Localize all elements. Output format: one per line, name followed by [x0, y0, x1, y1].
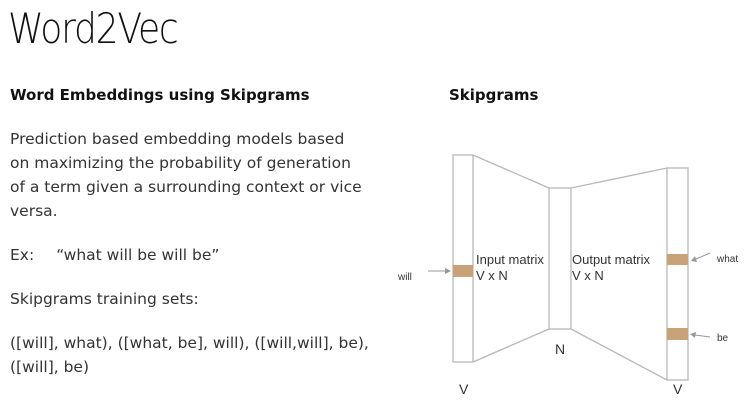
description-paragraph: Prediction based embedding models based …	[10, 127, 362, 223]
input-word-highlight	[453, 265, 473, 277]
output-arrow-head-2	[690, 332, 696, 338]
output-arrow-line-2	[694, 334, 711, 338]
output-word-label-2: be	[717, 333, 729, 344]
input-matrix-label: Input matrix V x N	[476, 252, 544, 284]
training-sets-line: ([will], what), ([what, be], will), ([wi…	[10, 334, 369, 352]
output-word-highlight-1	[667, 254, 688, 265]
training-sets-line: ([will], be)	[10, 358, 90, 376]
output-word-highlight-2	[667, 328, 688, 340]
hidden-layer	[548, 187, 572, 330]
hidden-layer-label: N	[555, 341, 566, 357]
example-text: “what will be will be”	[56, 246, 220, 264]
input-matrix-dims: V x N	[476, 268, 508, 283]
connector-top-right	[570, 167, 668, 189]
slide-title: Word2Vec	[8, 4, 179, 53]
input-arrow-head	[445, 268, 451, 274]
output-arrow-head-1	[691, 256, 697, 262]
skipgram-diagram-graphic	[428, 154, 711, 381]
connector-bottom-right	[570, 328, 668, 381]
training-sets: ([will], what), ([what, be], will), ([wi…	[10, 331, 369, 379]
paragraph-line: of a term given a surrounding context or…	[10, 178, 362, 196]
left-section-heading: Word Embeddings using Skipgrams	[10, 86, 310, 104]
input-size-label: V	[459, 381, 469, 397]
connector-top-left	[472, 154, 550, 189]
paragraph-line: versa.	[10, 202, 58, 220]
output-size-label: V	[673, 381, 683, 397]
skipgram-diagram: will Input matrix V x N Output matrix V …	[385, 140, 745, 405]
output-vector	[666, 167, 689, 381]
output-matrix-dims: V x N	[572, 268, 604, 283]
input-word-label: will	[398, 272, 412, 283]
example-label: Ex:	[10, 246, 35, 264]
training-sets-label: Skipgrams training sets:	[10, 290, 199, 308]
output-matrix-label: Output matrix V x N	[572, 252, 650, 284]
input-matrix-name: Input matrix	[476, 252, 544, 267]
paragraph-line: on maximizing the probability of generat…	[10, 154, 351, 172]
right-section-heading: Skipgrams	[449, 86, 539, 104]
input-vector	[452, 154, 474, 363]
paragraph-line: Prediction based embedding models based	[10, 130, 345, 148]
example-line: Ex: “what will be will be”	[10, 243, 219, 267]
output-matrix-name: Output matrix	[572, 252, 651, 267]
output-arrow-line-1	[695, 252, 711, 260]
output-word-label-1: what	[717, 254, 739, 265]
connector-bottom-left	[472, 328, 550, 363]
